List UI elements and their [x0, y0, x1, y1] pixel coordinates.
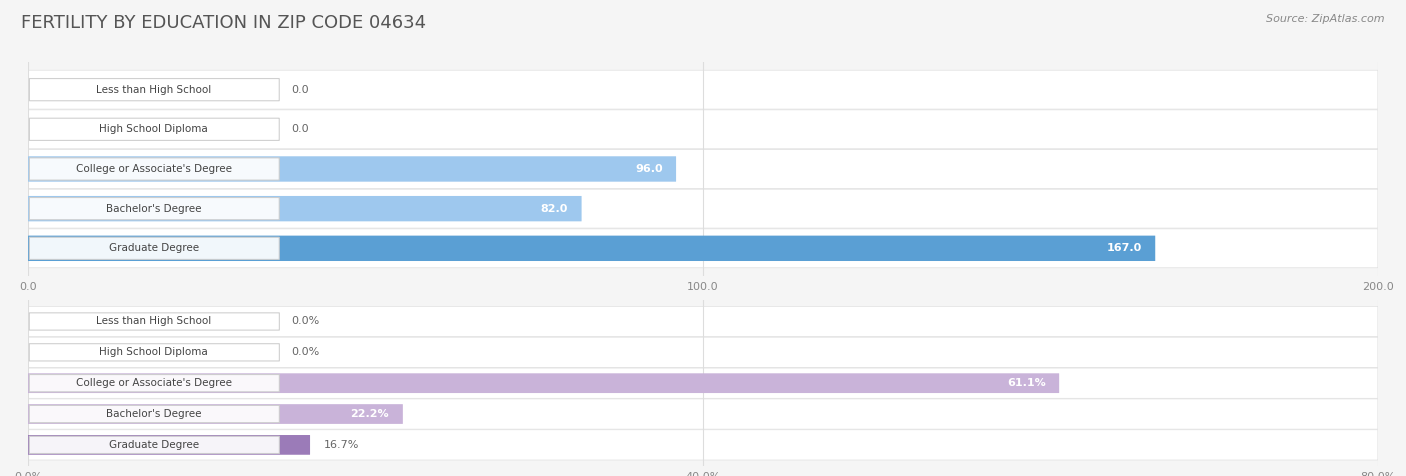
FancyBboxPatch shape [30, 436, 280, 454]
FancyBboxPatch shape [28, 435, 311, 455]
Text: 0.0%: 0.0% [291, 317, 319, 327]
FancyBboxPatch shape [28, 110, 1378, 149]
Text: 82.0: 82.0 [541, 204, 568, 214]
FancyBboxPatch shape [28, 149, 1378, 188]
Text: Graduate Degree: Graduate Degree [108, 243, 198, 253]
FancyBboxPatch shape [28, 70, 1378, 109]
FancyBboxPatch shape [28, 229, 1378, 268]
FancyBboxPatch shape [30, 237, 280, 259]
FancyBboxPatch shape [28, 196, 582, 221]
FancyBboxPatch shape [28, 156, 676, 182]
FancyBboxPatch shape [28, 404, 404, 424]
Text: 22.2%: 22.2% [350, 409, 389, 419]
Text: 16.7%: 16.7% [323, 440, 359, 450]
FancyBboxPatch shape [28, 337, 1378, 367]
FancyBboxPatch shape [28, 189, 1378, 228]
Text: 0.0: 0.0 [291, 85, 309, 95]
Text: Less than High School: Less than High School [96, 317, 211, 327]
FancyBboxPatch shape [30, 375, 280, 392]
FancyBboxPatch shape [30, 198, 280, 220]
FancyBboxPatch shape [28, 236, 1156, 261]
FancyBboxPatch shape [30, 79, 280, 101]
FancyBboxPatch shape [30, 406, 280, 423]
Text: Source: ZipAtlas.com: Source: ZipAtlas.com [1267, 14, 1385, 24]
FancyBboxPatch shape [30, 313, 280, 330]
FancyBboxPatch shape [28, 430, 1378, 460]
FancyBboxPatch shape [28, 368, 1378, 398]
FancyBboxPatch shape [30, 344, 280, 361]
Text: College or Associate's Degree: College or Associate's Degree [76, 378, 232, 388]
Text: 0.0: 0.0 [291, 124, 309, 134]
Text: Graduate Degree: Graduate Degree [108, 440, 198, 450]
Text: High School Diploma: High School Diploma [100, 347, 208, 357]
FancyBboxPatch shape [28, 373, 1059, 393]
FancyBboxPatch shape [28, 307, 1378, 337]
Text: Bachelor's Degree: Bachelor's Degree [105, 409, 201, 419]
Text: Bachelor's Degree: Bachelor's Degree [105, 204, 201, 214]
FancyBboxPatch shape [28, 399, 1378, 429]
Text: 0.0%: 0.0% [291, 347, 319, 357]
Text: 61.1%: 61.1% [1007, 378, 1046, 388]
Text: FERTILITY BY EDUCATION IN ZIP CODE 04634: FERTILITY BY EDUCATION IN ZIP CODE 04634 [21, 14, 426, 32]
FancyBboxPatch shape [30, 158, 280, 180]
Text: College or Associate's Degree: College or Associate's Degree [76, 164, 232, 174]
Text: Less than High School: Less than High School [96, 85, 211, 95]
FancyBboxPatch shape [30, 118, 280, 140]
Text: 96.0: 96.0 [636, 164, 662, 174]
Text: 167.0: 167.0 [1107, 243, 1142, 253]
Text: High School Diploma: High School Diploma [100, 124, 208, 134]
